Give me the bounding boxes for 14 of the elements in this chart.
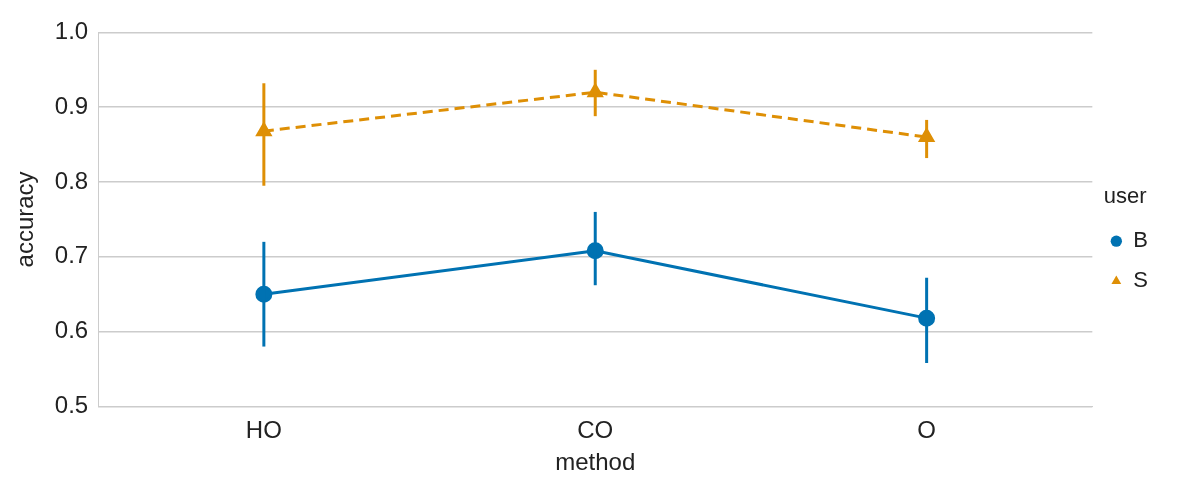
y-axis-title: accuracy	[11, 171, 39, 268]
legend-label: B	[1133, 227, 1149, 253]
y-tick-label: 0.6	[54, 316, 89, 344]
y-tick-label: 0.8	[54, 166, 89, 194]
y-tick-label: 0.7	[54, 241, 89, 269]
y-tick-label: 0.9	[54, 91, 89, 119]
x-tick-label: HO	[245, 416, 282, 444]
y-tick-label: 1.0	[54, 17, 89, 45]
y-tick-label: 0.5	[54, 391, 89, 419]
x-tick-label: CO	[577, 416, 614, 444]
legend-label: S	[1133, 267, 1149, 293]
x-axis-title: method	[555, 448, 636, 476]
x-tick-label: O	[917, 416, 936, 444]
legend-title: user	[1103, 182, 1147, 208]
